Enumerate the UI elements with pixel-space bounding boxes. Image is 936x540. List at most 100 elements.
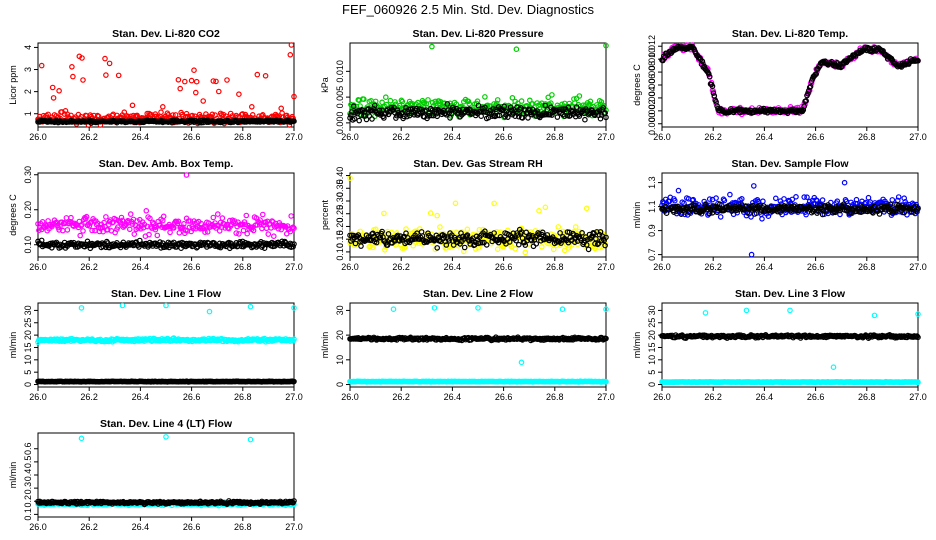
y-tick-label: 0 [335, 382, 345, 387]
data-points [35, 42, 297, 128]
point-primary [167, 229, 173, 236]
x-tick-label: 26.6 [495, 132, 513, 142]
point-outlier [188, 77, 195, 84]
point-secondary [447, 115, 453, 121]
point-primary [291, 93, 297, 100]
point-primary [63, 215, 70, 221]
point-outlier [431, 305, 438, 311]
point-secondary [445, 107, 452, 113]
x-tick-label: 26.2 [80, 392, 98, 402]
point-primary [64, 227, 71, 233]
point-primary [512, 246, 519, 252]
point-secondary [603, 114, 609, 121]
panel-title: Stan. Dev. Gas Stream RH [413, 158, 542, 170]
point-primary [45, 111, 51, 118]
x-tick-label: 27.0 [597, 132, 615, 142]
point-primary [129, 102, 136, 109]
point-primary [759, 216, 765, 222]
point-primary [360, 96, 367, 103]
y-tick-label: 4 [23, 45, 33, 50]
x-tick-label: 26.4 [444, 262, 462, 272]
point-primary [434, 212, 441, 219]
point-secondary [434, 113, 441, 120]
point-outlier [193, 78, 200, 85]
y-tick-label: 2 [23, 89, 33, 94]
data-points [659, 42, 921, 118]
point-primary [158, 109, 164, 116]
x-tick-label: 26.8 [546, 262, 564, 272]
point-primary [262, 73, 269, 79]
x-tick-label: 27.0 [285, 262, 303, 272]
point-primary [210, 214, 217, 221]
data-points [347, 175, 609, 256]
figure-title: FEF_060926 2.5 Min. Std. Dev. Diagnostic… [342, 2, 594, 17]
point-primary [781, 196, 787, 202]
point-primary [420, 99, 427, 106]
y-tick-label: 15 [23, 342, 33, 352]
x-tick-label: 26.2 [392, 392, 410, 402]
point-primary [425, 97, 431, 103]
point-primary [80, 228, 86, 234]
point-secondary [582, 116, 588, 123]
point-primary [415, 99, 421, 106]
x-tick-label: 26.2 [80, 132, 98, 142]
point-primary [750, 183, 757, 189]
y-tick-label: 30 [23, 305, 33, 315]
point-primary [127, 226, 133, 233]
point-primary [518, 98, 525, 104]
y-tick-label: 25 [23, 318, 33, 328]
point-primary [175, 77, 182, 83]
panel-temp: Stan. Dev. Li-820 Temp.26.0 26.2 26.4 26.6 2… [632, 28, 927, 142]
panel-title: Stan. Dev. Li-820 Temp. [732, 28, 848, 40]
point-outlier [288, 42, 295, 48]
point-secondary [348, 112, 354, 118]
point-primary [177, 85, 184, 92]
point-outlier [390, 306, 397, 313]
data-points [347, 42, 609, 124]
x-tick-label: 26.8 [234, 132, 252, 142]
point-primary [675, 187, 682, 194]
y-tick-label: 0.005 [335, 86, 345, 109]
point-primary [243, 212, 250, 219]
x-tick-label: 27.0 [909, 132, 927, 142]
point-primary [70, 73, 76, 80]
point-primary [717, 214, 724, 220]
point-secondary [391, 104, 397, 111]
x-tick-label: 27.0 [285, 392, 303, 402]
point-primary [259, 211, 266, 218]
point-primary [889, 197, 896, 203]
point-primary [494, 97, 501, 103]
point-primary [804, 194, 810, 201]
point-primary [244, 230, 251, 237]
x-tick-label: 26.2 [704, 262, 722, 272]
point-primary [265, 231, 272, 237]
point-primary [429, 99, 436, 106]
y-tick-label: 0.10 [23, 236, 33, 254]
x-tick-label: 26.4 [444, 392, 462, 402]
x-tick-label: 27.0 [285, 132, 303, 142]
point-primary [200, 98, 207, 104]
x-tick-label: 26.0 [29, 392, 47, 402]
point-primary [381, 210, 387, 217]
point-outlier [475, 305, 481, 311]
point-primary [555, 224, 562, 230]
point-primary [143, 208, 150, 214]
point-primary [68, 112, 74, 119]
point-primary [491, 200, 497, 207]
y-axis-label: degrees C [632, 64, 642, 106]
point-primary [576, 93, 583, 99]
x-tick-label: 26.0 [341, 392, 359, 402]
point-secondary [350, 103, 357, 110]
x-tick-label: 26.6 [183, 262, 201, 272]
y-axis-label: kPa [320, 77, 330, 93]
point-outlier [559, 306, 566, 313]
panel-title: Stan. Dev. Amb. Box Temp. [99, 158, 234, 170]
point-primary [382, 94, 389, 101]
point-secondary [600, 105, 607, 111]
point-secondary [507, 104, 514, 111]
